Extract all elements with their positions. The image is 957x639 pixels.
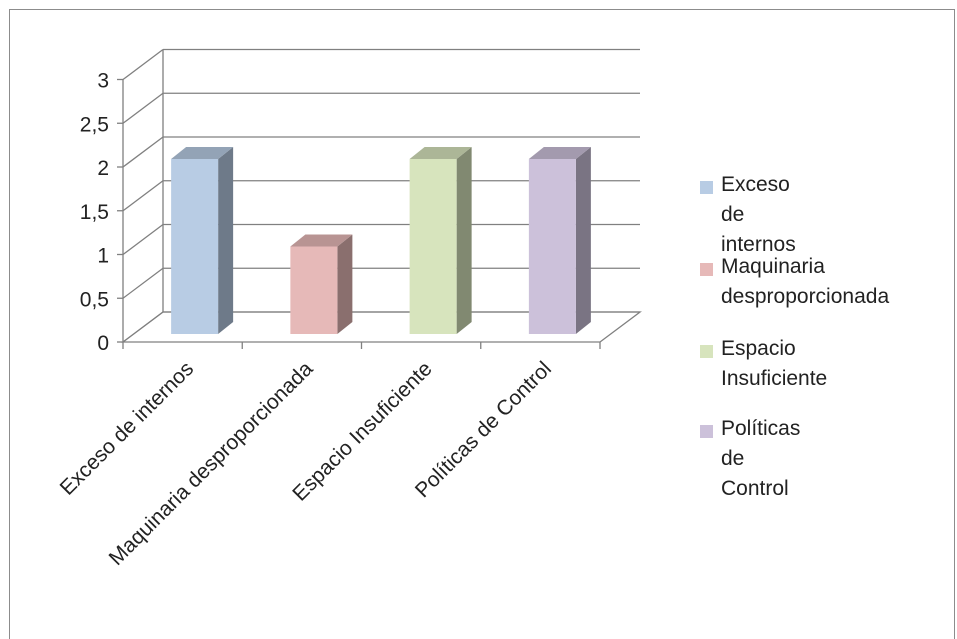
side-gridline [122,92,164,124]
y-tick-label: 3 [97,70,109,93]
bar [528,147,591,334]
bar [171,147,234,334]
y-tick-label: 0,5 [80,288,109,311]
y-tick-labels: 0 0,5 1 1,5 2 2,5 3 [80,70,109,356]
bar-front [290,246,338,334]
legend-label: Exceso de internos [721,173,796,256]
side-gridline [122,180,164,212]
legend-item-exceso: Exceso de internos [700,170,796,260]
bar-side [337,234,353,334]
y-tick-label: 1 [97,245,109,268]
x-tick-label: Exceso de internos [56,357,199,500]
y-tick-label: 0 [97,332,109,355]
bar-top [409,147,472,159]
chart-frame [9,9,955,639]
legend-item-politicas: Políticas de Control [700,414,800,504]
bar [409,147,472,334]
legend-item-maquinaria: Maquinaria desproporcionada [700,252,889,312]
bar-front [171,159,219,334]
y-tick-label: 1,5 [80,201,109,224]
side-gridline [122,223,164,256]
bar-front [528,159,576,334]
bar-side [456,147,472,334]
bar-side [575,147,591,334]
legend-swatch [700,181,713,194]
y-tick-label: 2 [97,157,109,180]
bar-side [218,147,234,334]
x-tick-label: Maquinaria desproporcionada [105,357,318,570]
axes [117,78,601,349]
legend-label: Políticas de Control [721,417,801,500]
legend-label: Espacio Insuficiente [721,337,828,390]
legend-swatch [700,263,713,276]
legend-label: Maquinaria desproporcionada [721,255,890,308]
legend-swatch [700,345,713,358]
side-gridline [122,48,164,81]
legend-swatch [700,425,713,438]
side-gridline [122,311,164,343]
bar-top [171,147,234,159]
bar-front [409,159,457,334]
side-gridline [122,267,164,299]
x-tick-label: Políticas de Control [411,357,556,502]
legend-item-espacio: Espacio Insuficiente [700,334,827,394]
bar-top [290,234,353,247]
bars [171,147,591,334]
bar-top [528,147,591,159]
bar [290,234,353,334]
side-gridline [122,136,164,168]
y-tick-label: 2,5 [80,113,109,136]
